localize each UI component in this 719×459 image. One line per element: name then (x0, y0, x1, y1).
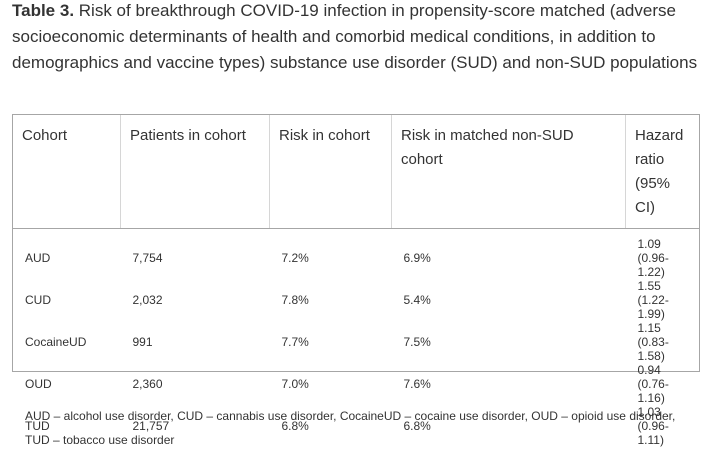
cell-cohort: AUD (25, 251, 51, 265)
table-row: AUD 7,754 7.2% 6.9% 1.09 (0.96-1.22) (13, 229, 699, 279)
cell-risk-matched: 5.4% (403, 293, 431, 307)
table-header-row: Cohort Patients in cohort Risk in cohort… (13, 115, 699, 229)
cell-patients: 2,032 (132, 293, 163, 307)
cell-patients: 991 (132, 335, 153, 349)
cell-risk: 7.0% (281, 377, 309, 391)
cell-patients: 7,754 (132, 251, 163, 265)
table-label: Table 3. (12, 1, 75, 20)
cell-hazard-ratio: 1.15 (0.83-1.58) (637, 321, 669, 363)
cell-risk: 6.8% (281, 419, 309, 433)
cell-hazard-ratio: 0.94 (0.76-1.16) (637, 363, 669, 405)
table-row: TUD 21,757 6.8% 6.8% 1.03 (0.96-1.11) (13, 405, 699, 447)
table-caption-text: Risk of breakthrough COVID-19 infection … (12, 1, 698, 72)
cell-risk: 7.8% (281, 293, 309, 307)
results-table-container: Cohort Patients in cohort Risk in cohort… (12, 114, 700, 447)
cell-risk-matched: 7.6% (403, 377, 431, 391)
table-row: CocaineUD 991 7.7% 7.5% 1.15 (0.83-1.58) (13, 321, 699, 363)
cell-patients: 2,360 (132, 377, 163, 391)
cell-risk-matched: 6.9% (403, 251, 431, 265)
results-table: Cohort Patients in cohort Risk in cohort… (13, 115, 699, 447)
table-footnote: AUD – alcohol use disorder, CUD – cannab… (25, 409, 676, 447)
cell-risk-matched: 6.8% (403, 419, 431, 433)
header-patients-in-cohort: Patients in cohort (120, 115, 270, 229)
header-cohort: Cohort (13, 115, 121, 229)
cell-risk: 7.7% (281, 335, 309, 349)
table-row: CUD 2,032 7.8% 5.4% 1.55 (1.22-1.99) (13, 279, 699, 321)
header-risk-in-matched-non-sud-cohort: Risk in matched non-SUD cohort (391, 115, 626, 229)
cell-cohort: CUD (25, 293, 51, 307)
cell-patients: 21,757 (132, 419, 170, 433)
cell-risk: 7.2% (281, 251, 309, 265)
cell-cohort: CocaineUD (25, 335, 87, 349)
header-risk-in-cohort: Risk in cohort (269, 115, 392, 229)
cell-risk-matched: 7.5% (403, 335, 431, 349)
cell-cohort: TUD (25, 419, 50, 433)
cell-hazard-ratio: 1.55 (1.22-1.99) (637, 279, 669, 321)
table-caption: Table 3. Risk of breakthrough COVID-19 i… (12, 0, 702, 76)
cell-hazard-ratio: 1.09 (0.96-1.22) (637, 237, 669, 279)
header-hazard-ratio: Hazard ratio (95% CI) (625, 115, 699, 229)
table-row: OUD 2,360 7.0% 7.6% 0.94 (0.76-1.16) (13, 363, 699, 405)
cell-cohort: OUD (25, 377, 52, 391)
cell-hazard-ratio: 1.03 (0.96-1.11) (637, 405, 669, 447)
